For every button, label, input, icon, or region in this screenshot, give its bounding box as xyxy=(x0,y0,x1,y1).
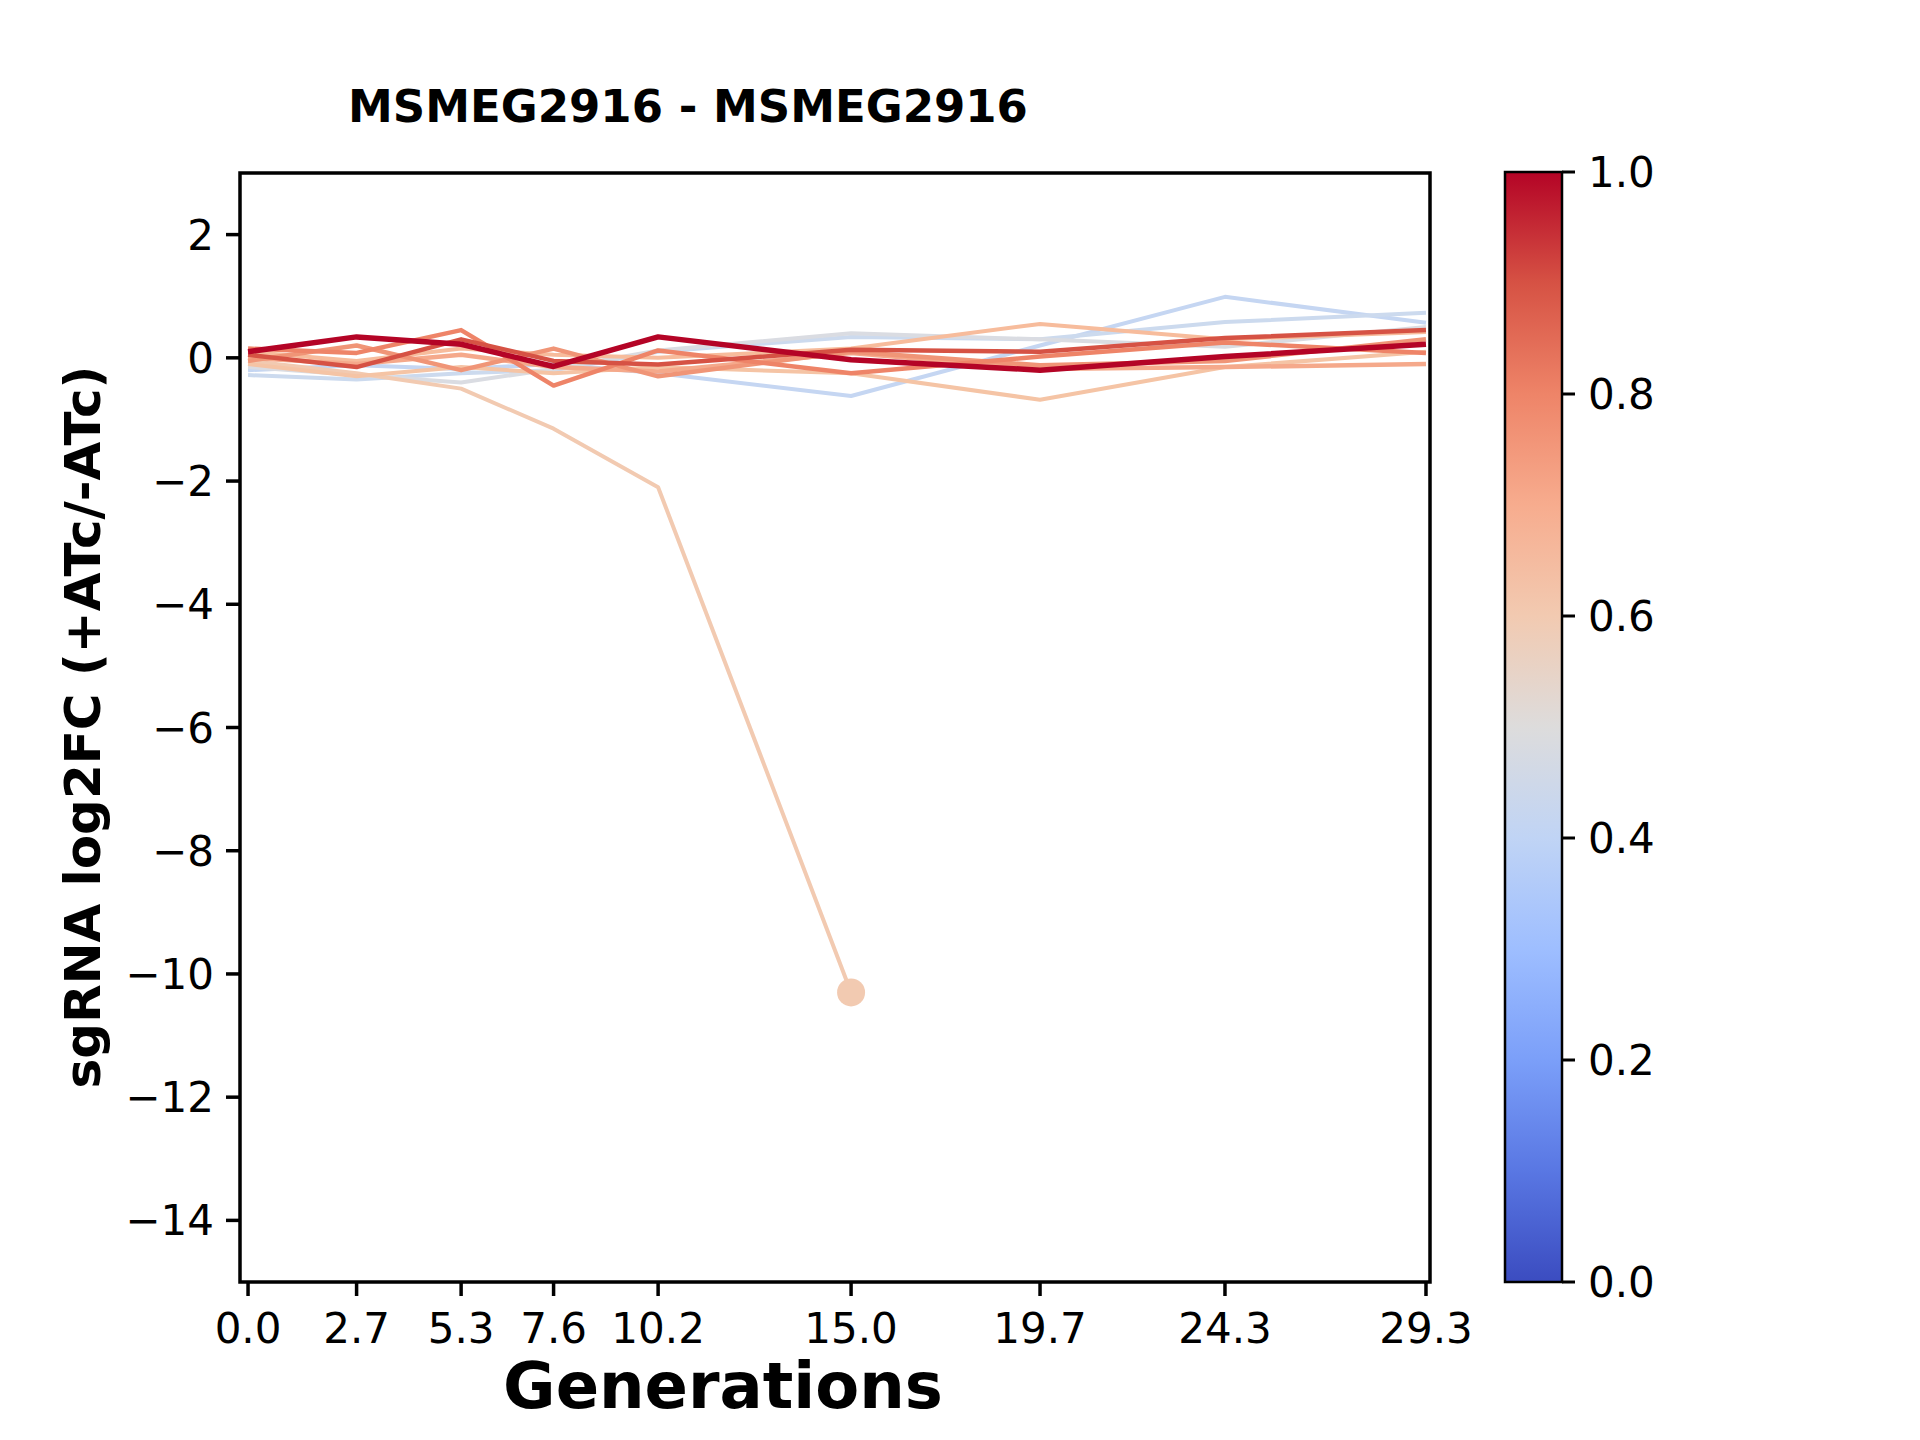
y-tick-label: 2 xyxy=(187,211,214,260)
line-chart: 0.0 2.7 5.3 7.6 10.2 15.0 19.7 24.3 29.3 2 0 −2 −4 −… xyxy=(0,0,1920,1440)
colorbar-tick-label: 0.2 xyxy=(1588,1036,1655,1085)
y-tick-label: −8 xyxy=(152,827,214,876)
y-tick-label: −12 xyxy=(125,1073,214,1122)
x-tick-label: 24.3 xyxy=(1178,1304,1272,1353)
x-tick-label: 7.6 xyxy=(520,1304,587,1353)
colorbar-tick-label: 0.6 xyxy=(1588,592,1655,641)
y-tick-label: −2 xyxy=(152,457,214,506)
x-tick-label: 29.3 xyxy=(1379,1304,1473,1353)
y-tick-label: −6 xyxy=(152,704,214,753)
chart-title: MSMEG2916 - MSMEG2916 xyxy=(348,80,1028,133)
x-tick-label: 2.7 xyxy=(323,1304,390,1353)
x-tick-label: 10.2 xyxy=(611,1304,705,1353)
y-tick-label: 0 xyxy=(187,334,214,383)
figure: 0.0 2.7 5.3 7.6 10.2 15.0 19.7 24.3 29.3 2 0 −2 −4 −… xyxy=(0,0,1920,1440)
y-tick-label: −4 xyxy=(152,580,214,629)
x-tick-label: 15.0 xyxy=(804,1304,898,1353)
colorbar-tick-label: 0.4 xyxy=(1588,814,1655,863)
x-tick-label: 19.7 xyxy=(993,1304,1087,1353)
y-tick-label: −10 xyxy=(125,950,214,999)
x-axis-label: Generations xyxy=(503,1349,943,1423)
y-tick-label: −14 xyxy=(125,1196,214,1245)
x-tick-label: 0.0 xyxy=(215,1304,282,1353)
colorbar-tick-label: 1.0 xyxy=(1588,148,1655,197)
colorbar-tick-label: 0.0 xyxy=(1588,1258,1655,1307)
figure-background xyxy=(0,0,1920,1440)
colorbar-tick-label: 0.8 xyxy=(1588,370,1655,419)
series-end-marker-sgRNA-08 xyxy=(837,978,865,1006)
x-tick-label: 5.3 xyxy=(428,1304,495,1353)
y-axis-label: sgRNA log2FC (+ATc/-ATc) xyxy=(54,366,112,1089)
colorbar-gradient xyxy=(1505,172,1562,1282)
